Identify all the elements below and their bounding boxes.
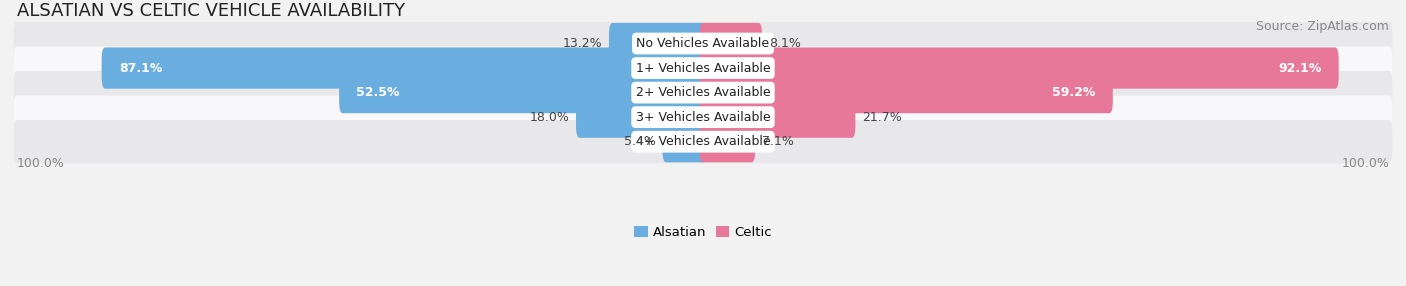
- FancyBboxPatch shape: [609, 23, 706, 64]
- FancyBboxPatch shape: [576, 97, 706, 138]
- FancyBboxPatch shape: [14, 71, 1392, 114]
- Text: No Vehicles Available: No Vehicles Available: [637, 37, 769, 50]
- FancyBboxPatch shape: [14, 96, 1392, 139]
- FancyBboxPatch shape: [339, 72, 706, 113]
- FancyBboxPatch shape: [700, 97, 855, 138]
- FancyBboxPatch shape: [14, 22, 1392, 65]
- Text: 87.1%: 87.1%: [118, 61, 162, 75]
- Text: 21.7%: 21.7%: [862, 111, 903, 124]
- Text: 5.4%: 5.4%: [624, 135, 655, 148]
- Text: 8.1%: 8.1%: [769, 37, 801, 50]
- Text: 7.1%: 7.1%: [762, 135, 794, 148]
- FancyBboxPatch shape: [700, 47, 1339, 89]
- Text: 59.2%: 59.2%: [1052, 86, 1095, 99]
- FancyBboxPatch shape: [700, 121, 755, 162]
- Text: 52.5%: 52.5%: [356, 86, 399, 99]
- Text: 18.0%: 18.0%: [529, 111, 569, 124]
- Text: 100.0%: 100.0%: [1341, 157, 1389, 170]
- Text: 13.2%: 13.2%: [562, 37, 602, 50]
- Legend: Alsatian, Celtic: Alsatian, Celtic: [628, 221, 778, 245]
- Text: Source: ZipAtlas.com: Source: ZipAtlas.com: [1256, 20, 1389, 33]
- Text: ALSATIAN VS CELTIC VEHICLE AVAILABILITY: ALSATIAN VS CELTIC VEHICLE AVAILABILITY: [17, 2, 405, 20]
- FancyBboxPatch shape: [14, 120, 1392, 163]
- FancyBboxPatch shape: [662, 121, 706, 162]
- Text: 2+ Vehicles Available: 2+ Vehicles Available: [636, 86, 770, 99]
- FancyBboxPatch shape: [700, 72, 1112, 113]
- FancyBboxPatch shape: [101, 47, 706, 89]
- Text: 1+ Vehicles Available: 1+ Vehicles Available: [636, 61, 770, 75]
- FancyBboxPatch shape: [14, 46, 1392, 90]
- Text: 100.0%: 100.0%: [17, 157, 65, 170]
- Text: 4+ Vehicles Available: 4+ Vehicles Available: [636, 135, 770, 148]
- Text: 92.1%: 92.1%: [1278, 61, 1322, 75]
- FancyBboxPatch shape: [700, 23, 762, 64]
- Text: 3+ Vehicles Available: 3+ Vehicles Available: [636, 111, 770, 124]
